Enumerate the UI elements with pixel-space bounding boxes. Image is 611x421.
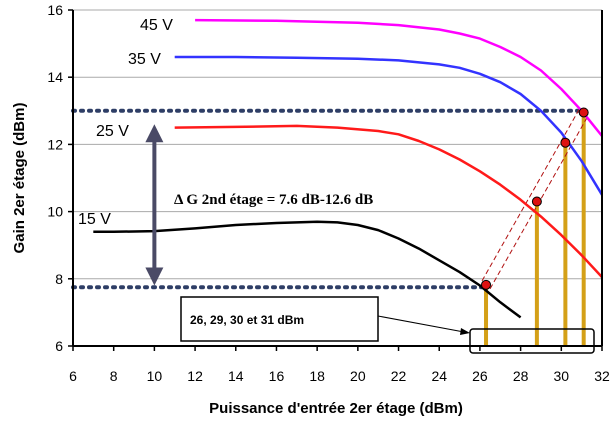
x-tick-label-10: 10 [147,368,163,384]
x-axis-title: Puissance d'entrée 2er étage (dBm) [209,400,463,417]
x-tick-label-28: 28 [513,368,529,384]
x-tick-label-24: 24 [431,368,447,384]
x-tick-label-8: 8 [110,368,118,384]
y-tick-label-10: 10 [47,204,63,220]
delta-arrow-head-down [145,267,164,286]
x-tick-label-30: 30 [554,368,570,384]
series-line-0 [93,220,522,319]
y-axis-title: Gain 2er étage (dBm) [11,103,28,254]
x-tick-label-32: 32 [594,368,610,384]
y-tick-label-14: 14 [47,69,63,85]
x-tick-label-16: 16 [269,368,285,384]
axes [68,9,603,351]
y-tick-label-16: 16 [47,2,63,18]
x-tick-label-12: 12 [187,368,203,384]
callout-pointer [377,315,465,333]
series-lines [93,18,604,319]
y-tick-label-12: 12 [47,136,63,152]
input-powers-label: 26, 29, 30 et 31 dBm [190,313,304,327]
x-tick-label-6: 6 [69,368,77,384]
input-powers-callout [180,296,379,342]
delta-gain-annotation: Δ G 2nd étage = 7.6 dB-12.6 dB [174,192,373,208]
callout-pointer-head [460,328,470,335]
y-tick-label-6: 6 [55,338,63,354]
bars-base-box [469,328,595,354]
series-label-45v: 45 V [140,17,173,34]
y-tick-labels: 6 8 10 12 14 16 [47,2,63,354]
y-tick-label-8: 8 [55,271,63,287]
operating-point-3 [578,107,589,118]
point-link-0 [481,108,581,282]
x-tick-label-26: 26 [472,368,488,384]
series-label-15v: 15 V [78,211,111,228]
dotted-levels [71,108,586,290]
x-tick-label-14: 14 [228,368,244,384]
series-line-1 [174,124,603,278]
series-label-25v: 25 V [96,123,129,140]
series-label-35v: 35 V [128,51,161,68]
operating-point-1 [531,196,542,207]
x-tick-label-18: 18 [309,368,325,384]
operating-point-2 [560,137,571,148]
input-power-bars [484,112,586,346]
series-line-2 [174,55,604,196]
grid-layer [73,9,602,280]
x-tick-labels: 6 8 10 12 14 16 18 20 22 24 26 28 30 32 [69,368,610,384]
x-tick-label-20: 20 [350,368,366,384]
delta-arrow [145,124,164,286]
delta-arrow-head-up [145,124,164,143]
operating-point-0 [481,279,492,290]
series-line-3 [195,18,603,137]
x-tick-label-22: 22 [391,368,407,384]
operating-points [481,107,589,290]
